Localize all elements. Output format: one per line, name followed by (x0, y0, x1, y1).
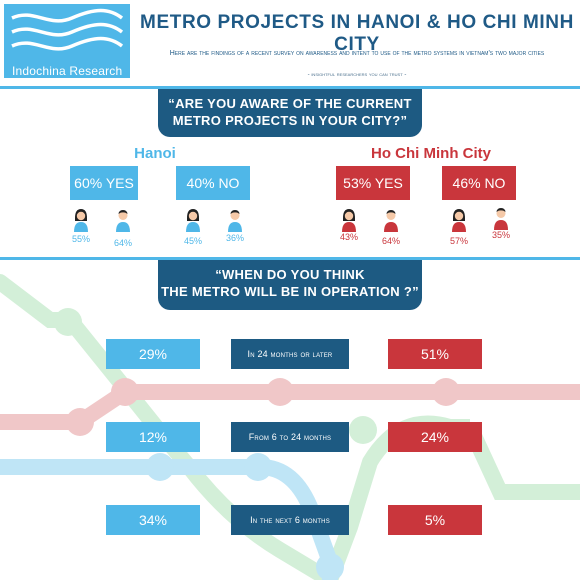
awareness-question-line-2: METRO PROJECTS IN YOUR CITY?” (172, 113, 408, 128)
timeframe-next-6-months: In the next 6 months (231, 505, 349, 535)
awareness-question-line-1: “ARE YOU AWARE OF THE CURRENT (168, 96, 412, 111)
hcmc-yes-box: 53% YES (336, 166, 410, 200)
operation-question-line-1: “WHEN DO YOU THINK (215, 267, 365, 282)
station-pink (111, 378, 139, 406)
female-icon (342, 209, 356, 232)
hcmc-24-months-or-later: 51% (388, 339, 482, 369)
hcmc-yes-female-pct: 43% (339, 232, 358, 242)
timeframe-6-to-24-months: From 6 to 24 months (231, 422, 349, 452)
station-green (349, 416, 377, 444)
station-blue (146, 453, 174, 481)
hanoi-no-female-pct: 45% (183, 236, 202, 246)
station-pink (432, 378, 460, 406)
male-icon (228, 210, 242, 232)
hanoi-yes-female-pct: 55% (71, 234, 90, 244)
page-subtitle: Here are the findings of a recent survey… (169, 50, 545, 57)
station-pink (66, 408, 94, 436)
station-pink (266, 378, 294, 406)
hcmc-yes-male-pct: 64% (381, 236, 400, 246)
city-name-hcmc: Ho Chi Minh City (371, 145, 491, 162)
logo-wave-icon (11, 8, 124, 51)
hanoi-yes-box: 60% YES (70, 166, 138, 200)
timeframe-24-months-or-later: In 24 months or later (231, 339, 349, 369)
hcmc-6-to-24-months: 24% (388, 422, 482, 452)
operation-question-banner: “WHEN DO YOU THINK THE METRO WILL BE IN … (158, 260, 422, 310)
hanoi-yes-male-pct: 64% (113, 238, 132, 248)
hanoi-6-to-24-months: 12% (106, 422, 200, 452)
header: Indochina Research METRO PROJECTS IN HAN… (0, 0, 580, 90)
top-divider (0, 86, 580, 89)
hanoi-next-6-months: 34% (106, 505, 200, 535)
hanoi-no-box: 40% NO (176, 166, 250, 200)
awareness-question-banner: “ARE YOU AWARE OF THE CURRENT METRO PROJ… (158, 89, 422, 137)
male-icon (116, 210, 130, 232)
hanoi-24-months-or-later: 29% (106, 339, 200, 369)
city-name-hanoi: Hanoi (134, 145, 176, 162)
hcmc-no-female-pct: 57% (449, 236, 468, 246)
middle-divider (0, 257, 580, 260)
female-icon (186, 209, 200, 232)
operation-question-line-2: THE METRO WILL BE IN OPERATION ?” (161, 284, 419, 299)
brand-logo: Indochina Research (4, 4, 130, 78)
brand-name: Indochina Research (12, 64, 123, 78)
station-blue (244, 453, 272, 481)
hanoi-no-male-pct: 36% (225, 233, 244, 243)
hcmc-next-6-months: 5% (388, 505, 482, 535)
male-icon (494, 208, 508, 230)
station-green (54, 308, 82, 336)
female-icon (452, 209, 466, 232)
female-icon (74, 209, 88, 232)
tagline: - insightful researchers you can trust - (307, 72, 407, 78)
station-blue (316, 553, 344, 580)
hcmc-no-box: 46% NO (442, 166, 516, 200)
hcmc-no-male-pct: 35% (491, 230, 510, 240)
page-title: METRO PROJECTS IN HANOI & HO CHI MINH CI… (140, 12, 574, 55)
male-icon (384, 210, 398, 232)
